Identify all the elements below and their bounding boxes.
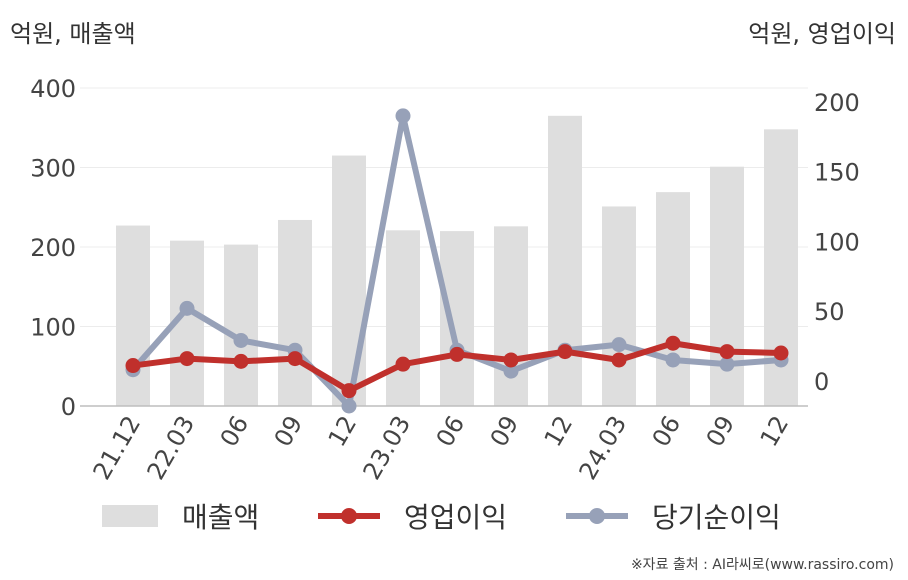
legend-label-operating-profit: 영업이익: [404, 501, 508, 534]
legend-label-revenue: 매출액: [182, 501, 260, 534]
x-tick-label: 06: [647, 411, 687, 451]
x-tick-label: 12: [539, 411, 579, 451]
legend-swatch-net-income: [566, 505, 628, 527]
x-tick-label: 09: [269, 411, 309, 451]
point-operating-profit: [179, 351, 195, 367]
point-net-income: [503, 363, 519, 379]
point-operating-profit: [611, 352, 627, 368]
point-net-income: [179, 300, 195, 316]
point-operating-profit: [773, 345, 789, 361]
point-net-income: [341, 398, 357, 414]
legend-swatch-operating-profit: [318, 505, 380, 527]
bar-revenue: [116, 225, 150, 406]
bar-revenue: [440, 231, 474, 406]
x-tick-label: 06: [215, 411, 255, 451]
right-tick-label: 150: [814, 159, 860, 187]
point-net-income: [719, 356, 735, 372]
point-operating-profit: [233, 353, 249, 369]
x-tick-label: 24.03: [574, 411, 633, 485]
left-axis-unit: 억원, 매출액: [10, 20, 136, 48]
point-operating-profit: [503, 352, 519, 368]
legend-swatch-revenue: [102, 505, 158, 527]
x-tick-label: 12: [755, 411, 795, 451]
right-axis-unit: 억원, 영업이익: [748, 20, 896, 48]
left-tick-label: 200: [30, 234, 76, 262]
x-tick-label: 09: [485, 411, 525, 451]
point-operating-profit: [557, 344, 573, 360]
bar-revenue: [494, 226, 528, 406]
legend-item-operating-profit: 영업이익: [318, 494, 507, 538]
left-tick-label: 400: [30, 75, 76, 103]
x-tick-label: 21.12: [88, 411, 147, 485]
x-tick-label: 09: [701, 411, 741, 451]
bar-revenue: [332, 155, 366, 406]
legend: 매출액 영업이익 당기순이익: [0, 494, 908, 538]
right-tick-label: 200: [814, 89, 860, 117]
bar-revenue: [278, 219, 312, 406]
point-operating-profit: [395, 356, 411, 372]
x-tick-label: 22.03: [142, 411, 201, 485]
point-net-income: [611, 337, 627, 353]
bar-revenue: [386, 230, 420, 406]
point-net-income: [395, 108, 411, 124]
legend-item-net-income: 당기순이익: [566, 494, 781, 538]
right-tick-label: 50: [814, 298, 845, 326]
bar-revenue: [548, 115, 582, 406]
point-operating-profit: [341, 383, 357, 399]
point-net-income: [665, 352, 681, 368]
right-tick-label: 0: [814, 368, 829, 396]
x-tick-label: 06: [431, 411, 471, 451]
point-operating-profit: [665, 335, 681, 351]
legend-label-net-income: 당기순이익: [652, 501, 781, 534]
bar-revenue: [602, 206, 636, 406]
right-tick-label: 100: [814, 228, 860, 256]
bar-revenue: [224, 244, 258, 406]
x-tick-label: 23.03: [358, 411, 417, 485]
bar-revenue: [656, 192, 690, 406]
point-operating-profit: [287, 351, 303, 367]
left-tick-label: 300: [30, 155, 76, 183]
legend-item-revenue: 매출액: [102, 494, 259, 538]
left-tick-label: 100: [30, 314, 76, 342]
point-operating-profit: [125, 358, 141, 374]
point-operating-profit: [719, 344, 735, 360]
source-note: ※자료 출처 : AI라씨로(www.rassiro.com): [630, 557, 894, 573]
left-tick-label: 0: [61, 393, 76, 421]
x-tick-label: 12: [323, 411, 363, 451]
point-net-income: [233, 332, 249, 348]
point-operating-profit: [449, 346, 465, 362]
